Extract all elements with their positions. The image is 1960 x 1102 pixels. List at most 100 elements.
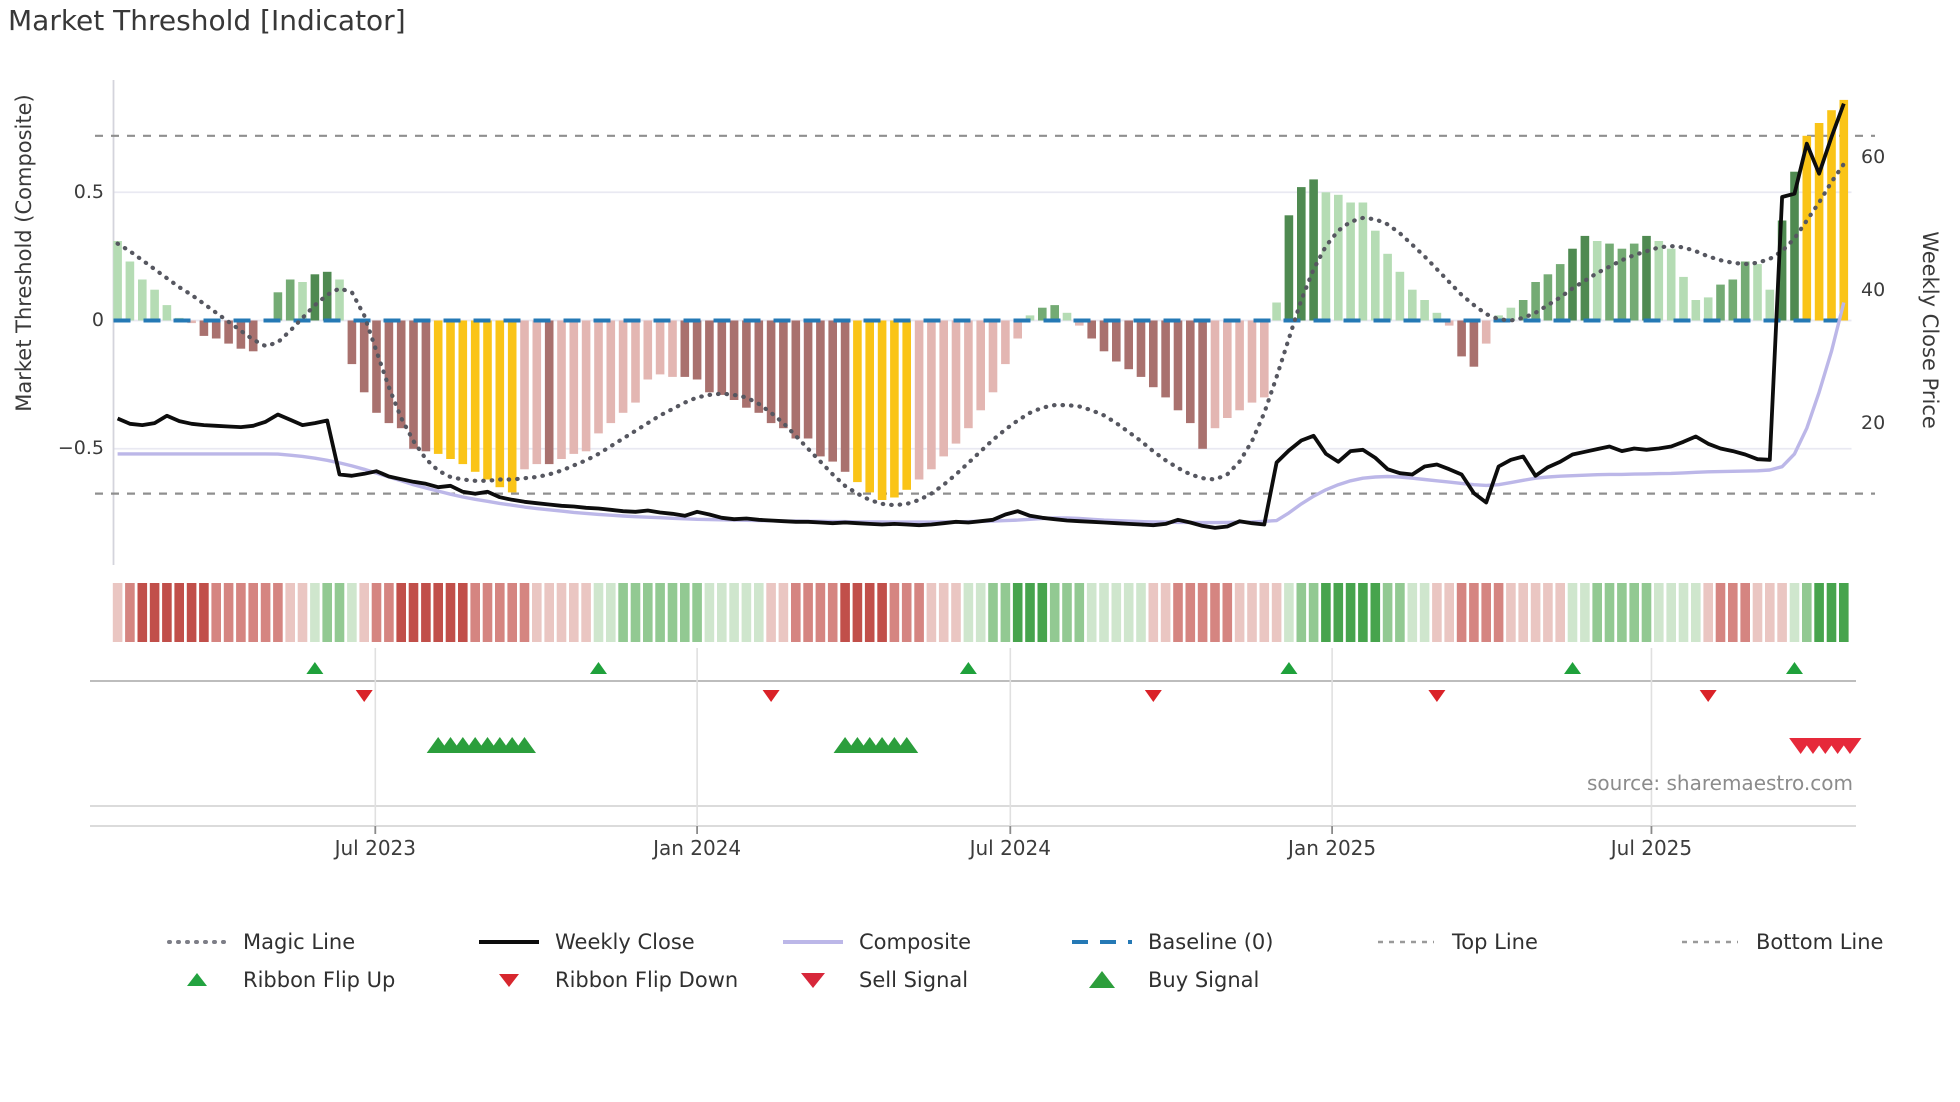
histogram-bar xyxy=(606,320,616,424)
histogram-bar xyxy=(1740,261,1750,321)
histogram-bar xyxy=(1839,99,1849,321)
ribbon-bar xyxy=(112,583,123,642)
ribbon-bar xyxy=(211,583,221,642)
histogram-bar xyxy=(1802,135,1812,321)
histogram-bar xyxy=(766,320,776,424)
histogram-bar xyxy=(1703,297,1713,321)
x-tick-label: Jan 2024 xyxy=(653,836,742,860)
ribbon-bar xyxy=(606,583,616,642)
ribbon-bar xyxy=(1111,583,1122,642)
histogram-bar xyxy=(1247,320,1257,403)
ribbon-flip-down-marker xyxy=(1428,690,1446,702)
ribbon-bar xyxy=(334,583,345,642)
histogram-bar xyxy=(1543,274,1553,321)
histogram-bar xyxy=(1321,192,1331,321)
histogram-bar xyxy=(668,320,677,377)
histogram-bar xyxy=(1592,241,1602,321)
ribbon-bar xyxy=(704,583,715,642)
histogram-bar xyxy=(1235,320,1244,411)
ribbon-bar xyxy=(630,583,641,642)
magic-line-icon xyxy=(167,940,227,944)
x-axis-tick-labels: Jul 2023 Jan 2024 Jul 2024 Jan 2025 Jul 2025 xyxy=(0,836,1960,866)
ribbon-bar xyxy=(1518,583,1528,642)
histogram-bar xyxy=(976,320,985,411)
histogram-bar xyxy=(1654,241,1664,321)
ribbon-bar xyxy=(1000,583,1011,642)
histogram-bar xyxy=(1777,220,1787,321)
histogram-bar xyxy=(1001,320,1010,365)
ribbon-bar xyxy=(1629,583,1639,642)
ribbon-bar xyxy=(458,583,468,642)
magic-line xyxy=(115,161,1846,508)
histogram-bar xyxy=(927,320,936,470)
legend-item-buy-signal: Buy Signal xyxy=(1071,967,1259,993)
ribbon-flip-down-marker xyxy=(762,690,780,702)
ribbon-bar xyxy=(1691,583,1701,642)
weekly-close-line xyxy=(116,102,1846,530)
ribbon-bar xyxy=(1641,583,1652,642)
histogram-bar xyxy=(396,320,406,429)
histogram-bar xyxy=(248,320,258,352)
ribbon-bar xyxy=(1123,583,1134,642)
legend-item-ribbon-flip-down: Ribbon Flip Down xyxy=(478,967,738,993)
ribbon-bar xyxy=(507,583,517,642)
ribbon-bar xyxy=(186,583,197,642)
histogram-bar xyxy=(384,320,394,424)
ribbon-bar xyxy=(1025,583,1035,642)
x-tick-label: Jul 2023 xyxy=(334,836,416,860)
ribbon-bar xyxy=(532,583,542,642)
ribbon-bar xyxy=(1543,583,1553,642)
histogram-bar xyxy=(1334,194,1343,321)
legend-label: Bottom Line xyxy=(1756,930,1884,954)
histogram-bar xyxy=(964,320,973,429)
ribbon-bar xyxy=(1678,583,1689,642)
ribbon-bar xyxy=(1247,583,1257,642)
ribbon-bar xyxy=(901,583,912,642)
ribbon-bar xyxy=(1222,583,1233,642)
weekly-close-line-icon xyxy=(479,940,539,944)
ribbon-bar xyxy=(149,583,160,642)
histogram-bar xyxy=(1112,320,1121,362)
ribbon-bar xyxy=(1259,583,1270,642)
ribbon-bar xyxy=(593,583,604,642)
ribbon-bar xyxy=(717,583,727,642)
buy-triangle-up-icon xyxy=(1089,971,1115,988)
histogram-bar xyxy=(458,320,468,465)
ribbon-bar xyxy=(1703,583,1713,642)
histogram-bar xyxy=(1087,320,1096,339)
histogram-bar xyxy=(914,320,924,480)
histogram-bar xyxy=(1642,235,1651,321)
histogram-bar xyxy=(1494,315,1503,321)
ribbon-bar xyxy=(433,583,443,642)
page-title: Market Threshold [Indicator] xyxy=(8,4,406,37)
histogram-bar xyxy=(1481,320,1491,344)
histogram-bar xyxy=(335,279,344,321)
ribbon-bar xyxy=(655,583,665,642)
histogram-bar xyxy=(1666,248,1676,321)
x-tick-label: Jul 2025 xyxy=(1610,836,1693,860)
histogram-bar xyxy=(1691,300,1701,321)
bottom-line-icon xyxy=(1682,940,1738,944)
histogram-bar xyxy=(224,320,233,344)
ribbon-bar xyxy=(421,583,431,642)
ribbon-bar xyxy=(840,583,850,642)
ribbon-bar xyxy=(1197,583,1208,642)
histogram-bar xyxy=(544,320,554,465)
ribbon-bar xyxy=(396,583,406,642)
ribbon-bar xyxy=(1210,583,1220,642)
ribbon-bar xyxy=(1493,583,1504,642)
ribbon-flip-down-marker xyxy=(1144,690,1162,702)
ribbon-bar xyxy=(1173,583,1183,642)
legend-label: Magic Line xyxy=(243,930,356,954)
histogram-bar xyxy=(495,320,505,488)
histogram-bar xyxy=(138,279,147,321)
histogram-bar xyxy=(865,320,874,493)
ribbon-bar xyxy=(236,583,246,642)
histogram-bar xyxy=(569,320,579,454)
ribbon-bar xyxy=(199,583,209,642)
ribbon-bar xyxy=(297,583,308,642)
histogram-bar xyxy=(1531,282,1540,321)
ribbon-flip-up-marker xyxy=(1280,662,1298,674)
ribbon-bar xyxy=(1407,583,1418,642)
histogram-bar xyxy=(1420,300,1429,321)
